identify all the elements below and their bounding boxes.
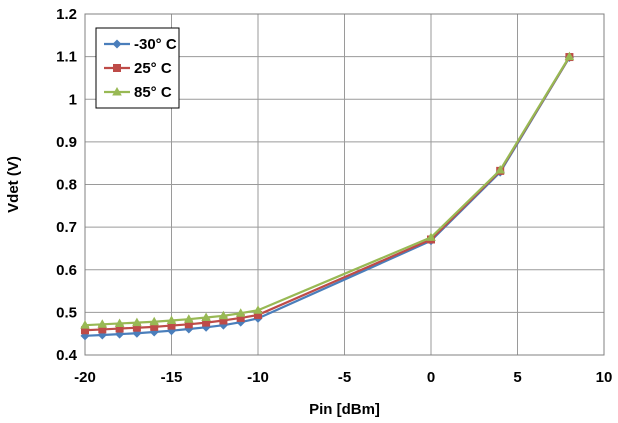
y-tick-label: 1.2 (56, 6, 77, 23)
data-point (150, 322, 159, 331)
x-tick-label: -15 (161, 369, 183, 386)
y-tick-label: 0.8 (56, 177, 77, 194)
data-point (219, 316, 228, 325)
legend: -30° C 25° C 85° C (95, 27, 180, 109)
data-point (184, 314, 194, 323)
x-tick-label: -20 (74, 369, 96, 386)
data-point (235, 308, 246, 317)
legend-marker (112, 87, 122, 96)
legend-label: 25° C (134, 60, 172, 77)
data-point (115, 324, 124, 333)
y-tick-label: 0.5 (56, 304, 77, 321)
data-point (236, 313, 245, 322)
data-point (97, 319, 108, 328)
data-point (253, 305, 263, 314)
series-2 (80, 51, 575, 329)
data-point (426, 232, 436, 241)
y-tick-label: 0.4 (56, 347, 78, 364)
data-point (81, 326, 89, 335)
data-point (218, 310, 229, 320)
legend-marker (112, 39, 122, 49)
legend-item: 85° C (104, 84, 172, 101)
legend-item: -30° C (104, 36, 177, 53)
data-point (132, 323, 141, 332)
series-group (80, 51, 575, 341)
legend-marker (113, 64, 121, 72)
x-tick-label: -10 (247, 369, 269, 386)
x-axis: -20 -15 -10 -5 0 5 10 (74, 369, 612, 386)
data-point (202, 318, 211, 327)
data-point (114, 318, 125, 327)
data-point (98, 325, 107, 334)
y-axis: 0.4 0.5 0.6 0.7 0.8 0.9 1 1.1 1.2 (56, 6, 78, 364)
data-point (80, 320, 90, 329)
x-tick-label: 5 (513, 369, 521, 386)
y-tick-label: 1 (69, 91, 77, 108)
data-point (564, 51, 575, 61)
data-point (132, 317, 142, 327)
legend-item: 25° C (104, 60, 172, 77)
data-point (167, 321, 176, 330)
legend-label: 85° C (134, 84, 172, 101)
data-point (184, 320, 193, 329)
plot-area (84, 13, 605, 356)
data-point (149, 316, 159, 326)
x-tick-label: 10 (596, 369, 613, 386)
x-axis-title: Pin [dBm] (309, 401, 380, 418)
x-tick-label: -5 (338, 369, 351, 386)
data-point (201, 312, 211, 321)
data-point (495, 165, 505, 174)
y-tick-label: 0.6 (56, 262, 77, 279)
x-tick-label: 0 (427, 369, 435, 386)
series-line (84, 56, 571, 327)
data-point (166, 315, 177, 324)
y-tick-label: 0.7 (56, 219, 77, 236)
y-tick-label: 0.9 (56, 134, 77, 151)
data-point (254, 310, 262, 319)
y-axis-title: Vdet (V) (5, 156, 22, 213)
y-tick-label: 1.1 (56, 49, 77, 66)
legend-label: -30° C (134, 36, 177, 53)
